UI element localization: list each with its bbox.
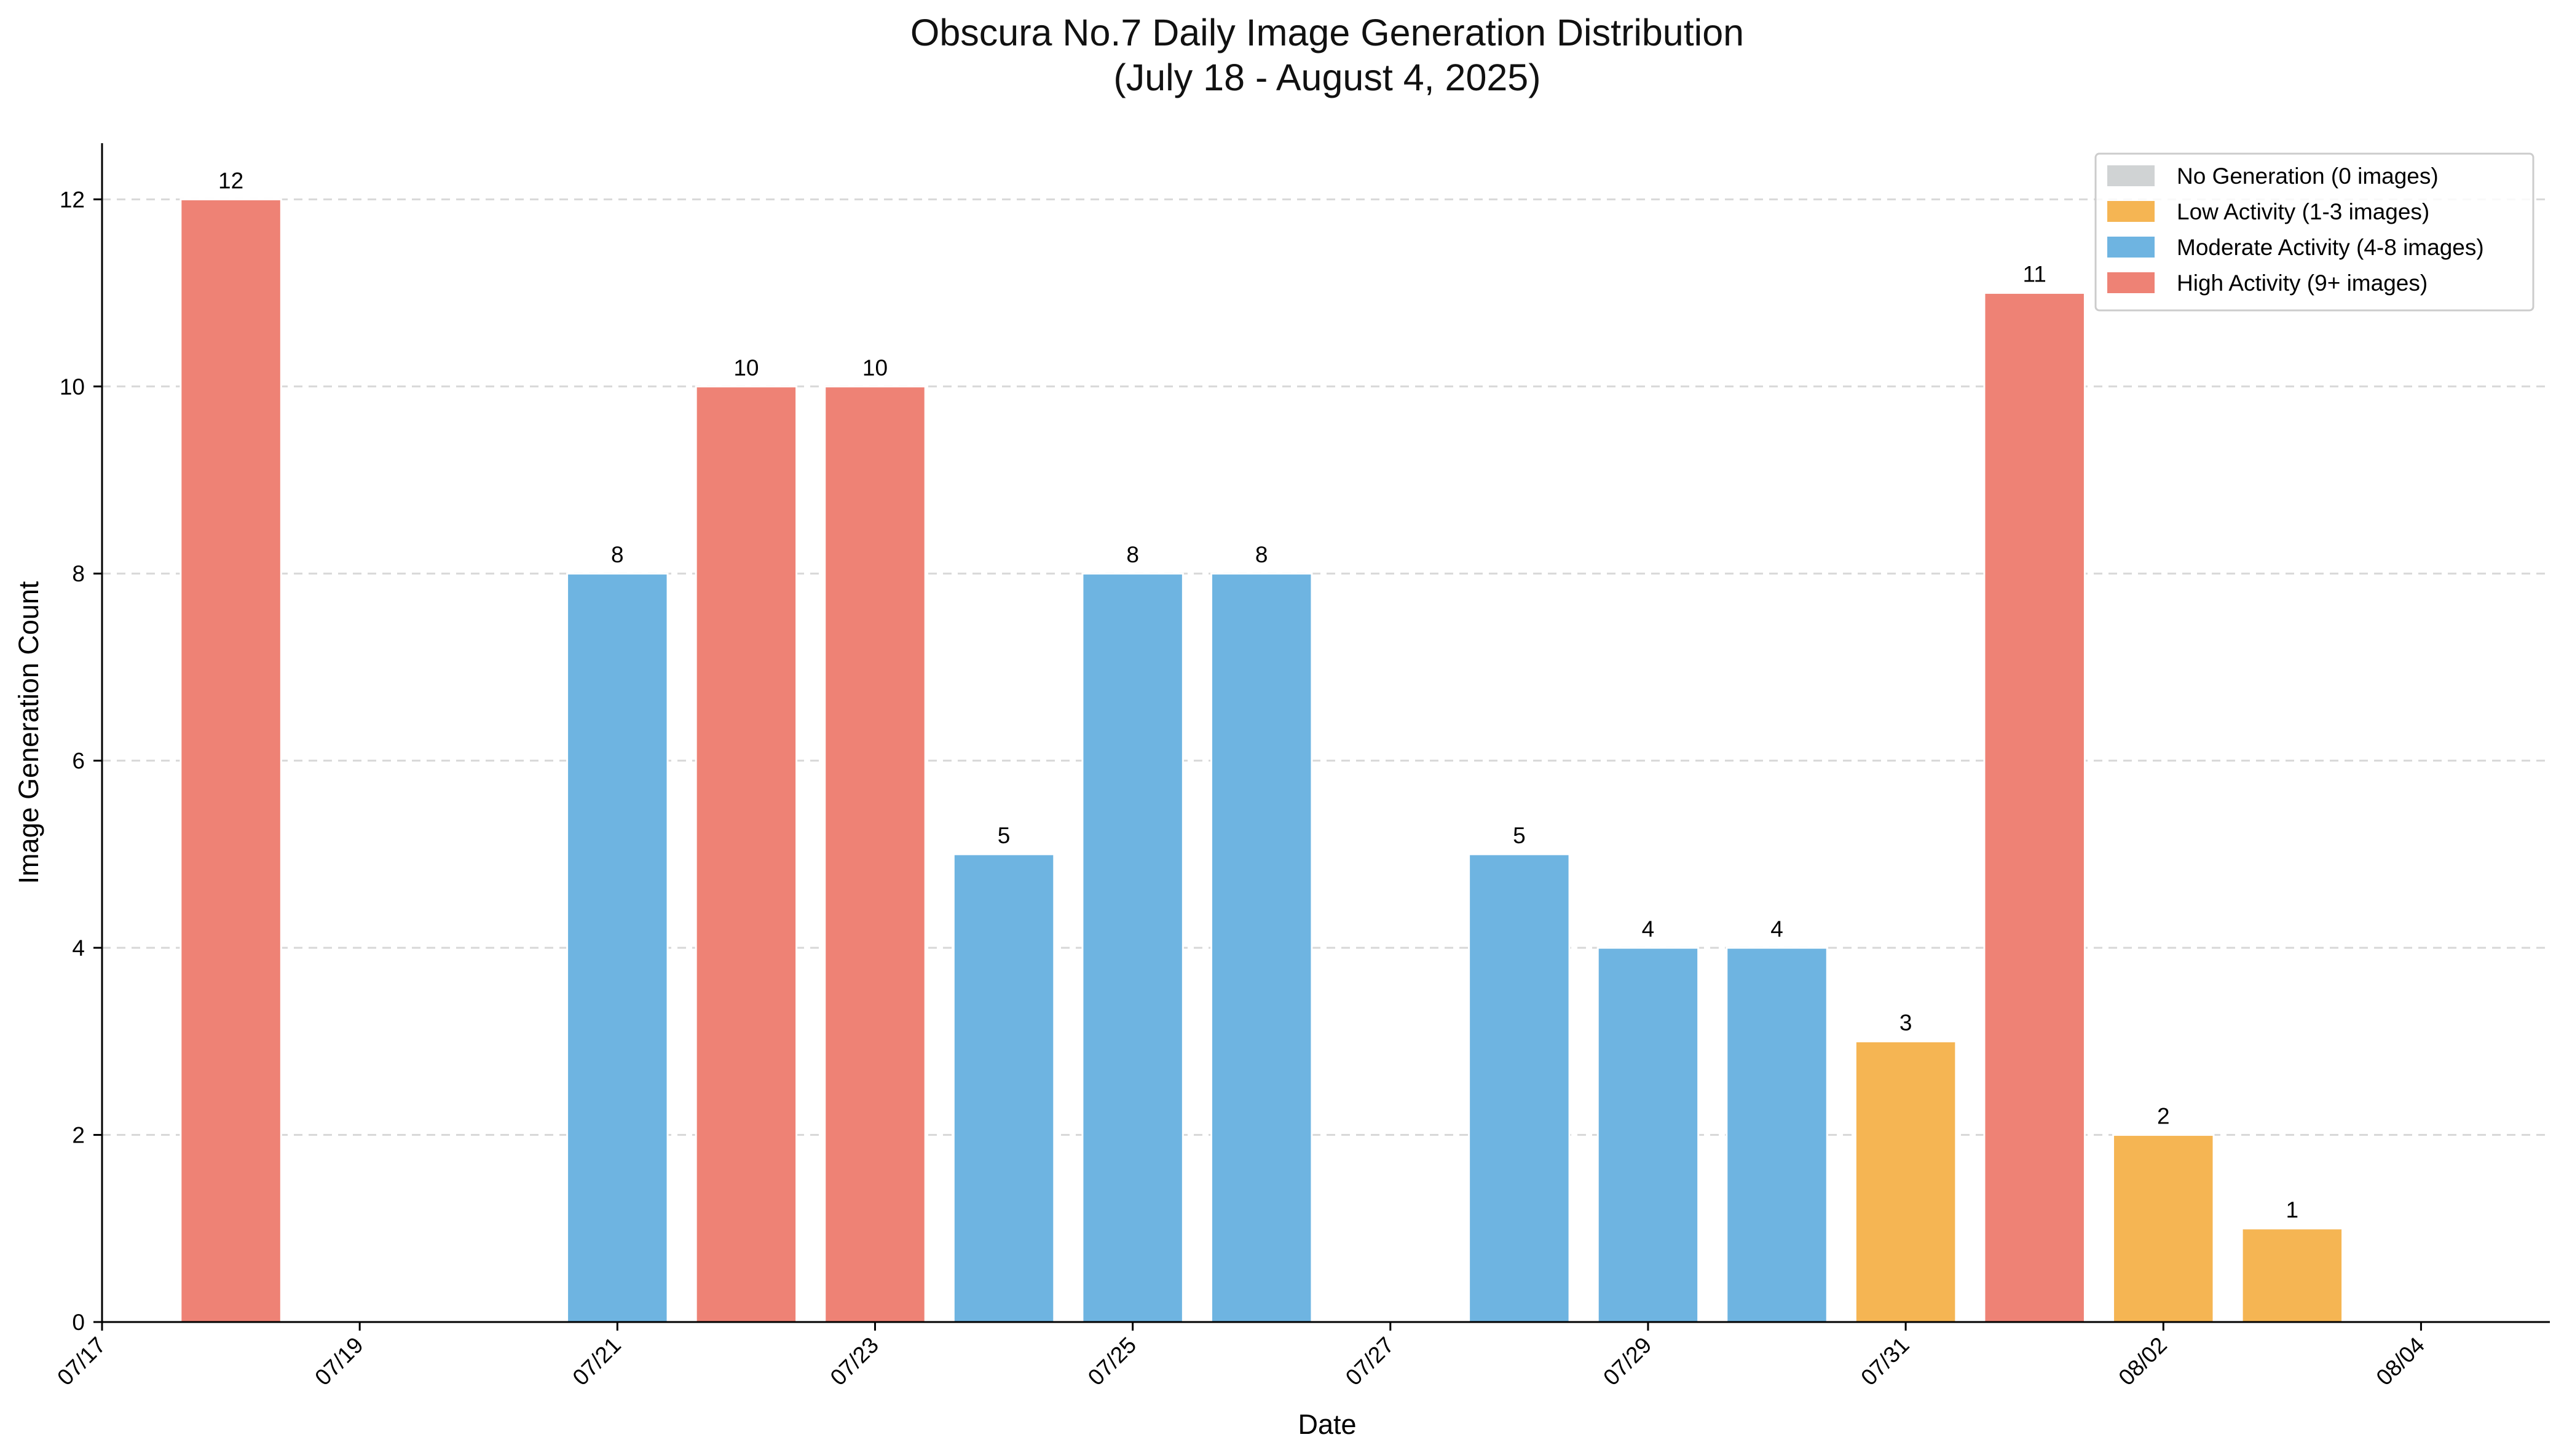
bar (952, 853, 1055, 1323)
y-tick-label: 6 (72, 749, 85, 774)
bar-value-label: 10 (733, 355, 759, 380)
y-tick-label: 8 (72, 561, 85, 586)
bar-value-label: 12 (218, 168, 243, 193)
legend-label: High Activity (9+ images) (2177, 270, 2428, 296)
bar-value-label: 1 (2286, 1197, 2299, 1222)
bar (1596, 946, 1700, 1323)
legend-swatch (2107, 272, 2155, 293)
bar-value-label: 5 (1513, 823, 1526, 848)
bar (824, 385, 926, 1323)
legend-swatch (2107, 201, 2155, 222)
bar (1726, 946, 1828, 1323)
legend-label: Moderate Activity (4-8 images) (2177, 235, 2484, 260)
y-tick-label: 12 (60, 187, 85, 212)
bar (2112, 1134, 2215, 1323)
y-tick-label: 10 (60, 374, 85, 399)
legend-label: No Generation (0 images) (2177, 163, 2439, 189)
bar-value-label: 8 (1126, 542, 1139, 567)
bar (2241, 1227, 2344, 1323)
bar-value-label: 3 (1899, 1010, 1912, 1035)
y-tick-label: 0 (72, 1310, 85, 1335)
bar (1210, 572, 1313, 1323)
chart-subtitle: (July 18 - August 4, 2025) (1113, 57, 1540, 98)
legend-frame (2094, 152, 2534, 312)
bar (695, 385, 798, 1323)
bar (1081, 572, 1184, 1323)
legend: No Generation (0 images) Low Activity (1-… (2094, 152, 2534, 312)
bar (1983, 292, 2086, 1323)
bar (566, 572, 669, 1323)
bar-value-label: 8 (611, 542, 624, 567)
y-axis-label: Image Generation Count (13, 581, 44, 884)
y-tick-label: 2 (72, 1123, 85, 1148)
bar-value-label: 2 (2157, 1104, 2170, 1129)
bar (179, 198, 282, 1323)
legend-swatch (2107, 165, 2155, 186)
bar-value-label: 4 (1770, 916, 1783, 942)
bars (179, 198, 2344, 1323)
bar-value-label: 11 (2022, 262, 2046, 287)
bar (1468, 853, 1571, 1323)
chart-title: Obscura No.7 Daily Image Generation Dist… (910, 12, 1744, 53)
y-tick-label: 4 (72, 935, 85, 961)
x-axis-label: Date (1298, 1409, 1356, 1440)
bar-value-label: 8 (1255, 542, 1268, 567)
legend-label: Low Activity (1-3 images) (2177, 199, 2429, 224)
bar-value-label: 4 (1642, 916, 1655, 942)
bar (1854, 1040, 1957, 1323)
y-ticks: 0 2 4 6 8 10 12 (60, 187, 102, 1335)
bar-value-label: 5 (998, 823, 1011, 848)
bar-value-label: 10 (862, 355, 888, 380)
value-labels: 12 8 10 10 5 8 8 5 4 4 3 11 2 1 (218, 168, 2298, 1222)
legend-swatch (2107, 237, 2155, 258)
